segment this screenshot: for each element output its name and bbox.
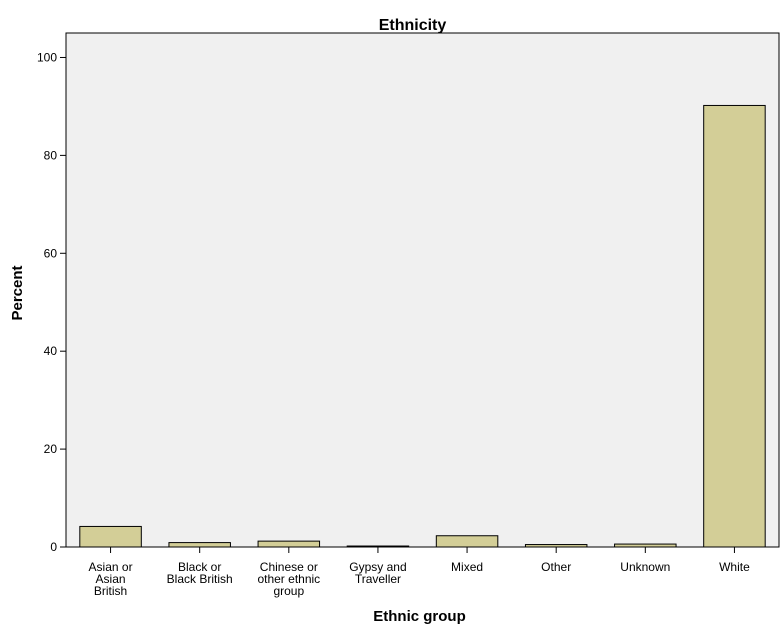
bar xyxy=(346,545,410,548)
y-tick-label: 20 xyxy=(44,442,58,456)
x-tick-label: Mixed xyxy=(451,560,483,574)
bar xyxy=(257,540,321,548)
bar xyxy=(524,544,588,548)
y-tick-label: 100 xyxy=(37,50,57,64)
y-axis-title: Percent xyxy=(9,265,26,320)
x-tick-label: Unknown xyxy=(620,560,670,574)
bar xyxy=(79,525,142,548)
x-tick-label: White xyxy=(719,560,750,574)
y-tick-label: 40 xyxy=(44,344,58,358)
y-tick-label: 0 xyxy=(50,540,57,554)
x-tick-label: Black or Black British xyxy=(167,560,233,586)
chart-title: Ethnicity xyxy=(379,17,447,34)
bar xyxy=(703,104,766,548)
x-tick-label: Gypsy and Traveller xyxy=(349,560,406,586)
x-tick-label: Other xyxy=(541,560,571,574)
x-tick-label: Chinese or other ethnic group xyxy=(257,560,320,598)
x-axis: Asian or Asian British Black or Black Britis… xyxy=(89,547,750,598)
bar xyxy=(168,542,231,548)
bar xyxy=(435,535,499,548)
bar xyxy=(614,543,677,548)
y-tick-label: 60 xyxy=(44,246,58,260)
x-axis-title: Ethnic group xyxy=(373,608,466,625)
y-tick-label: 80 xyxy=(44,148,58,162)
x-tick-label: Asian or Asian British xyxy=(89,560,133,598)
y-axis: 0 20 40 60 80 100 xyxy=(37,50,66,554)
bars xyxy=(79,104,766,548)
plot-area xyxy=(65,32,780,548)
